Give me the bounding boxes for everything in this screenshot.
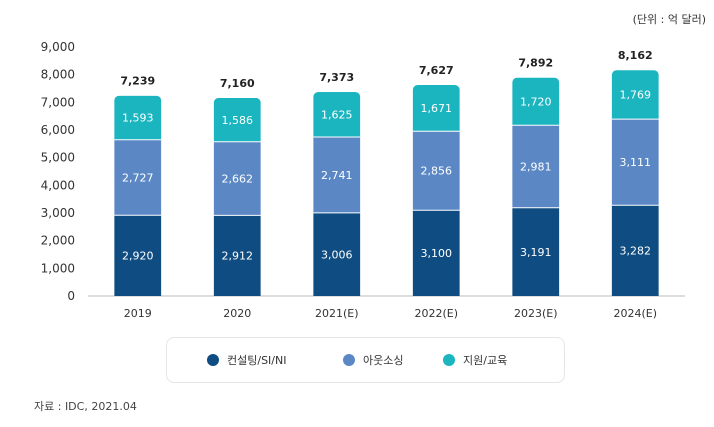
bar-segment (213, 215, 261, 296)
segment-value-label: 2,981 (520, 160, 552, 173)
x-tick-label: 2021(E) (315, 307, 359, 320)
segment-value-label: 3,282 (620, 245, 652, 258)
bar-segment (313, 136, 361, 213)
bar-stack (213, 97, 261, 296)
y-tick-label: 9,000 (41, 40, 75, 54)
y-tick-label: 2,000 (41, 234, 75, 248)
segment-value-label: 1,586 (222, 114, 254, 127)
y-tick-label: 0 (67, 289, 75, 303)
y-tick-label: 1,000 (41, 261, 75, 275)
source-note: 자료 : IDC, 2021.04 (34, 400, 137, 413)
segment-value-label: 2,741 (321, 169, 353, 182)
segment-value-label: 1,671 (421, 102, 453, 115)
segment-value-label: 2,727 (122, 171, 154, 184)
x-tick-label: 2023(E) (514, 307, 558, 320)
bar-stack (512, 77, 560, 296)
segment-value-label: 3,191 (520, 246, 552, 259)
legend-swatch (443, 354, 455, 366)
total-label: 7,627 (419, 64, 454, 77)
legend-swatch (207, 354, 219, 366)
segment-value-label: 3,111 (620, 156, 652, 169)
bar-segment (611, 205, 659, 296)
segment-value-label: 2,912 (222, 250, 254, 263)
x-tick-label: 2024(E) (613, 307, 657, 320)
bar-segment (611, 70, 659, 120)
segment-value-label: 1,593 (122, 112, 154, 125)
segment-value-label: 1,720 (520, 95, 552, 108)
legend-item-outsourcing: 아웃소싱 (343, 338, 403, 382)
bar-segment (313, 92, 361, 137)
segment-value-label: 1,769 (620, 89, 652, 102)
bar-segment (512, 125, 560, 208)
bar-segment (412, 84, 460, 132)
bar-segment (213, 97, 261, 142)
segment-value-label: 2,856 (421, 165, 453, 178)
unit-label: (단위 : 억 달러) (632, 13, 706, 26)
bar-segment (412, 210, 460, 296)
legend-swatch (343, 354, 355, 366)
legend-label: 아웃소싱 (363, 354, 404, 367)
y-tick-label: 4,000 (41, 178, 75, 192)
x-tick-label: 2022(E) (414, 307, 458, 320)
bar-stack (412, 84, 460, 296)
bar-segment (512, 77, 560, 126)
segment-value-label: 3,006 (321, 248, 353, 261)
bar-segment (114, 95, 162, 140)
legend-item-consulting: 컨설팅/SI/NI (207, 338, 286, 382)
total-label: 8,162 (618, 49, 653, 62)
legend-item-support: 지원/교육 (443, 338, 507, 382)
segment-value-label: 2,920 (122, 250, 154, 263)
bar-stack (313, 92, 361, 296)
bar-stack (114, 95, 162, 296)
total-label: 7,373 (319, 71, 354, 84)
y-tick-label: 8,000 (41, 68, 75, 82)
bar-segment (114, 139, 162, 216)
y-tick-label: 5,000 (41, 151, 75, 165)
bar-segment (114, 215, 162, 296)
legend-label: 지원/교육 (463, 354, 508, 367)
y-tick-label: 3,000 (41, 206, 75, 220)
bar-segment (313, 212, 361, 296)
bar-stack (611, 70, 659, 296)
total-label: 7,160 (220, 77, 255, 90)
legend: 컨설팅/SI/NI 아웃소싱 지원/교육 (166, 337, 565, 383)
bar-segment (213, 141, 261, 216)
x-tick-label: 2020 (223, 307, 251, 320)
x-tick-label: 2019 (124, 307, 152, 320)
legend-label: 컨설팅/SI/NI (227, 354, 287, 367)
bar-segment (512, 207, 560, 296)
segment-value-label: 3,100 (421, 247, 453, 260)
total-label: 7,239 (120, 75, 155, 88)
segment-value-label: 1,625 (321, 109, 353, 122)
total-label: 7,892 (518, 57, 553, 70)
segment-value-label: 2,662 (222, 173, 254, 186)
y-tick-label: 6,000 (41, 123, 75, 137)
y-tick-label: 7,000 (41, 95, 75, 109)
bar-segment (611, 119, 659, 206)
bar-segment (412, 131, 460, 211)
